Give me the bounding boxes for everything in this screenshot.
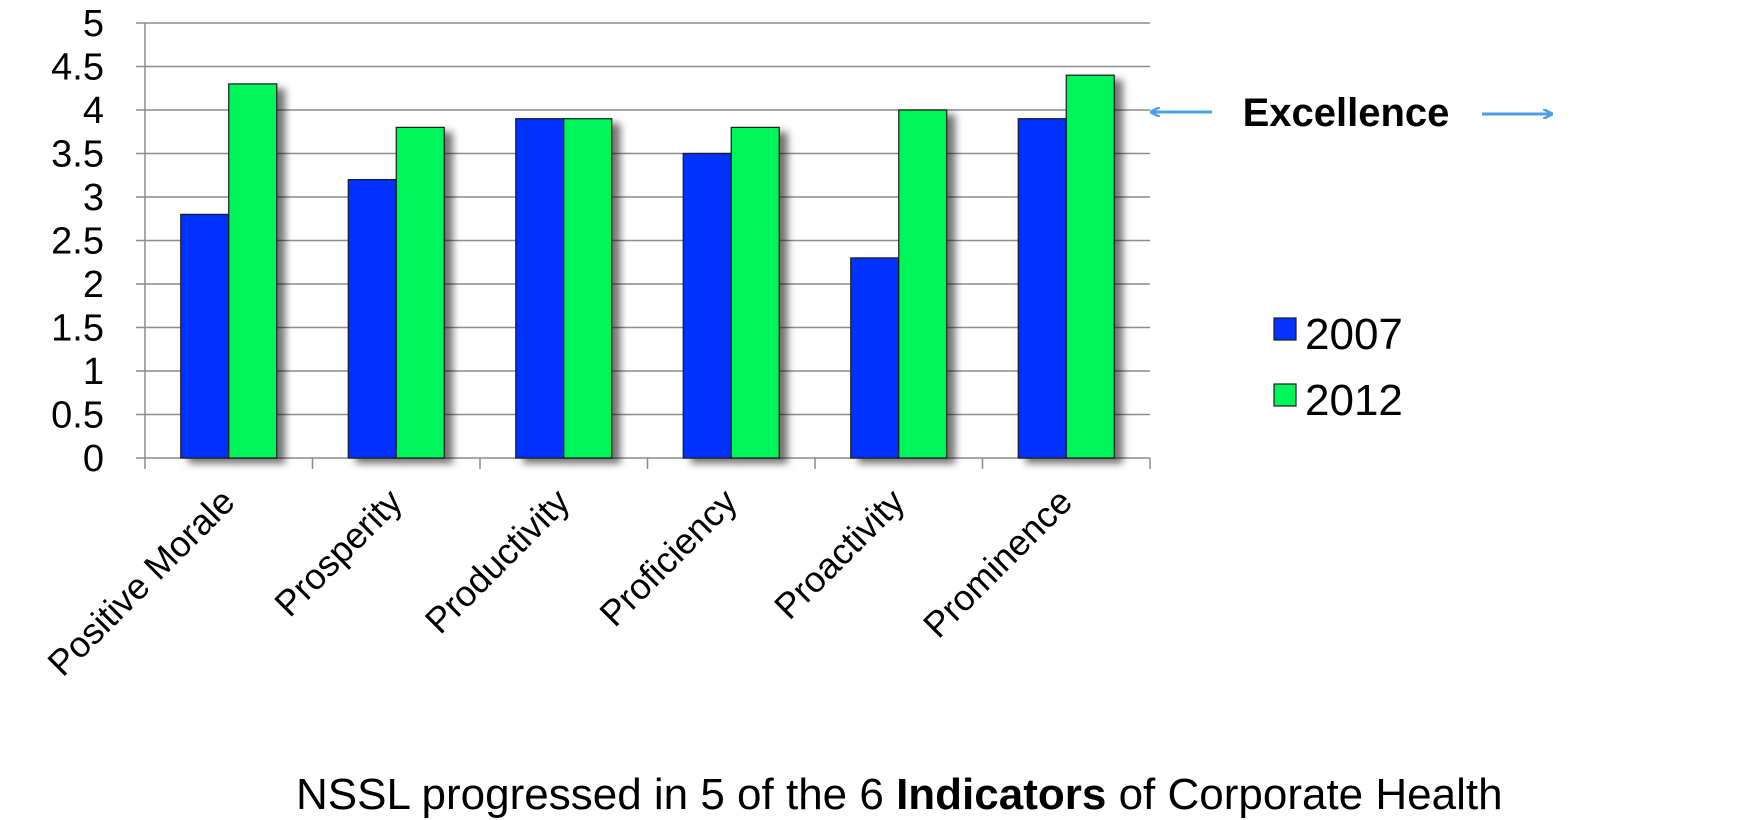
footnote: NSSL progressed in 5 of the 6 Indicators… bbox=[296, 770, 1503, 820]
excellence-annotation: Excellence bbox=[1151, 91, 1552, 135]
bars bbox=[180, 74, 1115, 459]
bar-2012-positive-morale bbox=[228, 83, 278, 459]
bar-2012-prominence bbox=[1065, 74, 1115, 459]
x-category-label: Proactivity bbox=[766, 481, 912, 627]
gridlines bbox=[145, 22, 1150, 416]
axes bbox=[136, 22, 1151, 469]
bar-2012-proactivity bbox=[898, 109, 948, 459]
footnote-prefix: NSSL progressed in 5 of the 6 bbox=[296, 770, 897, 819]
y-tick-label: 2 bbox=[83, 264, 104, 306]
bar-2007-proactivity bbox=[850, 257, 900, 459]
y-tick-label: 1 bbox=[83, 351, 104, 393]
legend-swatch-2007 bbox=[1273, 317, 1297, 341]
y-tick-label: 4 bbox=[83, 90, 104, 132]
bar-2007-prosperity bbox=[347, 179, 397, 459]
footnote-suffix: of Corporate Health bbox=[1106, 770, 1503, 819]
bar-2012-prosperity bbox=[395, 126, 445, 459]
y-tick-label: 1.5 bbox=[51, 308, 104, 350]
x-category-label: Positive Morale bbox=[39, 481, 242, 684]
y-tick-label: 4.5 bbox=[51, 47, 104, 89]
y-tick-label: 0 bbox=[83, 438, 104, 480]
excellence-label: Excellence bbox=[1243, 91, 1450, 135]
legend-label-2007: 2007 bbox=[1305, 310, 1403, 359]
x-category-label: Prominence bbox=[915, 481, 1080, 646]
bar-2007-positive-morale bbox=[180, 213, 230, 459]
y-tick-label: 2.5 bbox=[51, 221, 104, 263]
y-tick-label: 3.5 bbox=[51, 134, 104, 176]
bar-2007-proficiency bbox=[682, 152, 732, 459]
y-tick-labels: 00.511.522.533.544.55 bbox=[51, 3, 104, 480]
legend: 2007 2012 bbox=[1273, 310, 1403, 425]
bar-2012-proficiency bbox=[730, 126, 780, 459]
bar-2007-productivity bbox=[515, 118, 565, 459]
bar-2007-prominence bbox=[1017, 118, 1067, 459]
legend-label-2012: 2012 bbox=[1305, 376, 1403, 425]
y-tick-label: 3 bbox=[83, 177, 104, 219]
legend-swatch-2012 bbox=[1273, 383, 1297, 407]
x-category-labels: Positive Morale Prosperity Productivity Pro… bbox=[39, 481, 1080, 684]
y-tick-label: 5 bbox=[83, 3, 104, 45]
bar-2012-productivity bbox=[563, 118, 613, 459]
x-category-label: Proficiency bbox=[591, 481, 744, 634]
x-category-label: Prosperity bbox=[266, 481, 410, 625]
x-category-label: Productivity bbox=[417, 481, 578, 642]
y-tick-label: 0.5 bbox=[51, 395, 104, 437]
footnote-bold: Indicators bbox=[896, 770, 1107, 819]
